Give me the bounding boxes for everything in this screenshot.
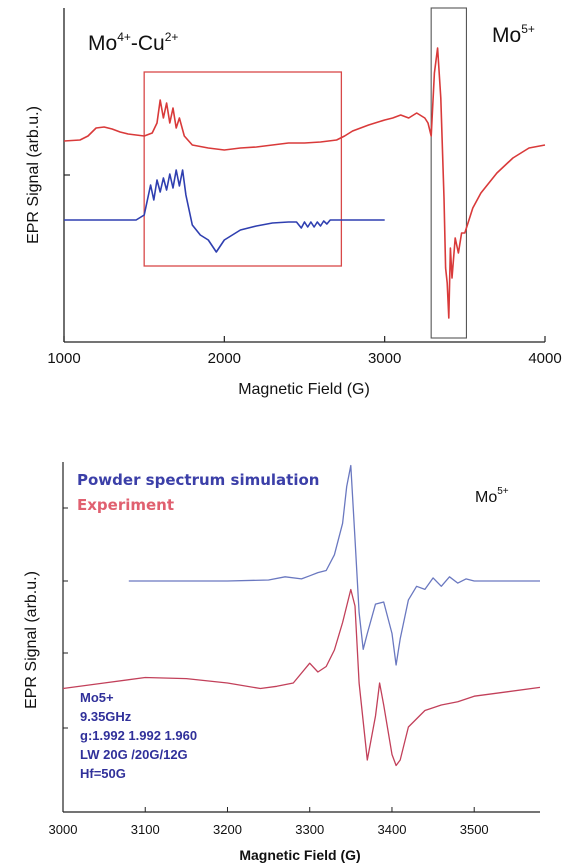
top-chart: 1000 2000 3000 4000 Magnetic Field (G) EPR … <box>0 0 581 400</box>
bottom-chart: 3000 3100 3200 3300 3400 3500 Magnetic Field … <box>23 462 541 863</box>
bottom-x-tick-label: 3300 <box>295 822 324 837</box>
bottom-x-tick-label: 3500 <box>460 822 489 837</box>
param-hyperfine: Hf=50G <box>80 766 126 781</box>
legend-simulation: Powder spectrum simulation <box>77 471 319 489</box>
bottom-x-tick-label: 3200 <box>213 822 242 837</box>
bottom-x-ticks: 3000 3100 3200 3300 3400 3500 <box>49 807 489 837</box>
simulation-series-line <box>128 464 540 666</box>
highlight-box-mo4-cu2 <box>143 71 343 267</box>
bottom-y-axis-label: EPR Signal (arb.u.) <box>23 571 40 709</box>
top-mo5-label: Mo5+ <box>492 22 535 47</box>
bottom-x-tick-label: 3100 <box>131 822 160 837</box>
param-frequency: 9.35GHz <box>80 709 132 724</box>
top-x-ticks: 1000 2000 3000 4000 <box>47 336 562 367</box>
simulation-parameters: Mo5+ 9.35GHz g:1.992 1.992 1.960 LW 20G … <box>80 690 197 781</box>
param-linewidth: LW 20G /20G/12G <box>80 747 188 762</box>
bottom-mo5-label: Mo5+ <box>475 486 509 506</box>
highlight-box-mo5 <box>430 7 467 339</box>
simulated-spectrum-line <box>64 169 385 253</box>
param-g-values: g:1.992 1.992 1.960 <box>80 728 197 743</box>
param-species: Mo5+ <box>80 690 114 705</box>
bottom-series-group <box>62 464 541 767</box>
top-x-axis-label: Magnetic Field (G) <box>238 381 370 398</box>
top-x-tick-label: 2000 <box>208 350 241 367</box>
bottom-x-tick-label: 3400 <box>378 822 407 837</box>
mo4-cu2-label: Mo4+-Cu2+ <box>88 30 178 55</box>
top-series-group <box>63 47 546 319</box>
bottom-x-tick-label: 3000 <box>49 822 78 837</box>
top-y-axis-label: EPR Signal (arb.u.) <box>25 106 42 244</box>
top-x-tick-label: 3000 <box>368 350 401 367</box>
experimental-spectrum-line <box>63 47 546 319</box>
top-x-tick-label: 1000 <box>47 350 80 367</box>
bottom-x-axis-label: Magnetic Field (G) <box>239 847 360 863</box>
legend-experiment: Experiment <box>77 496 174 514</box>
top-highlight-boxes <box>143 7 467 339</box>
top-x-tick-label: 4000 <box>528 350 561 367</box>
experiment-series-line <box>62 588 541 767</box>
top-chart-background <box>0 0 581 400</box>
